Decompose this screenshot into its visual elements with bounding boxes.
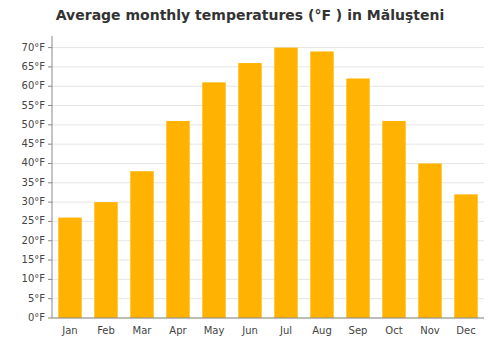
y-tick-label: 25°F — [22, 215, 46, 226]
y-tick-label: 10°F — [22, 273, 46, 284]
y-tick-label: 60°F — [22, 80, 46, 91]
y-axis: 0°F 5°F 10°F 15°F 20°F 25°F 30°F 35°F 40°F 45°F 50… — [22, 42, 52, 323]
y-tick — [48, 240, 52, 241]
y-tick — [48, 260, 52, 261]
x-tick-label: Dec — [456, 325, 475, 336]
y-tick — [48, 124, 52, 125]
bar — [454, 194, 477, 318]
y-tick — [48, 66, 52, 67]
x-tick-label: Oct — [385, 325, 402, 336]
bar — [202, 82, 225, 318]
grid-line — [52, 86, 484, 87]
y-tick — [48, 182, 52, 183]
y-tick-label: 40°F — [22, 157, 46, 168]
y-tick-label: 65°F — [22, 61, 46, 72]
x-tick-label: Apr — [169, 325, 187, 336]
y-tick — [48, 144, 52, 145]
y-tick-label: 70°F — [22, 42, 46, 53]
bar — [238, 63, 261, 318]
bar — [346, 78, 369, 318]
bar — [130, 171, 153, 318]
y-grid — [52, 48, 484, 318]
y-tick-label: 45°F — [22, 138, 46, 149]
x-tick-label: Sep — [349, 325, 368, 336]
x-axis-line — [52, 318, 484, 319]
title: Average monthly temperatures (°F ) in Mă… — [56, 7, 444, 23]
y-tick-label: 30°F — [22, 196, 46, 207]
bar — [310, 51, 333, 318]
y-tick — [48, 47, 52, 48]
y-axis-line — [52, 36, 53, 318]
bar — [382, 121, 405, 318]
y-tick — [48, 298, 52, 299]
y-tick-label: 20°F — [22, 235, 46, 246]
grid-line — [52, 124, 484, 125]
y-tick-label: 5°F — [28, 293, 45, 304]
grid-line — [52, 144, 484, 145]
x-tick-label: Aug — [312, 325, 332, 336]
bar — [418, 163, 441, 318]
x-tick-label: May — [204, 325, 225, 336]
grid-line — [52, 105, 484, 106]
x-tick-label: Nov — [420, 325, 440, 336]
y-tick — [48, 163, 52, 164]
bar — [94, 202, 117, 318]
y-tick-label: 55°F — [22, 100, 46, 111]
bars — [58, 48, 477, 318]
y-tick — [48, 221, 52, 222]
y-tick — [48, 202, 52, 203]
y-tick-label: 50°F — [22, 119, 46, 130]
y-tick-label: 15°F — [22, 254, 46, 265]
bar — [166, 121, 189, 318]
grid-line — [52, 318, 484, 319]
y-tick — [48, 318, 52, 319]
x-tick-label: Jul — [279, 325, 292, 336]
bar — [274, 48, 297, 318]
x-tick-label: Jun — [241, 325, 258, 336]
bar — [58, 218, 81, 318]
y-tick — [48, 279, 52, 280]
y-tick-label: 35°F — [22, 177, 46, 188]
grid-line — [52, 66, 484, 67]
grid-line — [52, 47, 484, 48]
x-axis: Jan Feb Mar Apr May Jun Jul Aug Sep Oct Nov Dec — [61, 325, 475, 336]
x-tick-label: Jan — [61, 325, 77, 336]
y-tick — [48, 105, 52, 106]
y-tick-label: 0°F — [28, 312, 45, 323]
y-tick — [48, 86, 52, 87]
x-tick-label: Feb — [97, 325, 115, 336]
x-tick-label: Mar — [133, 325, 153, 336]
chart: 0°F 5°F 10°F 15°F 20°F 25°F 30°F 35°F 40°F 45°F 50… — [0, 0, 500, 350]
